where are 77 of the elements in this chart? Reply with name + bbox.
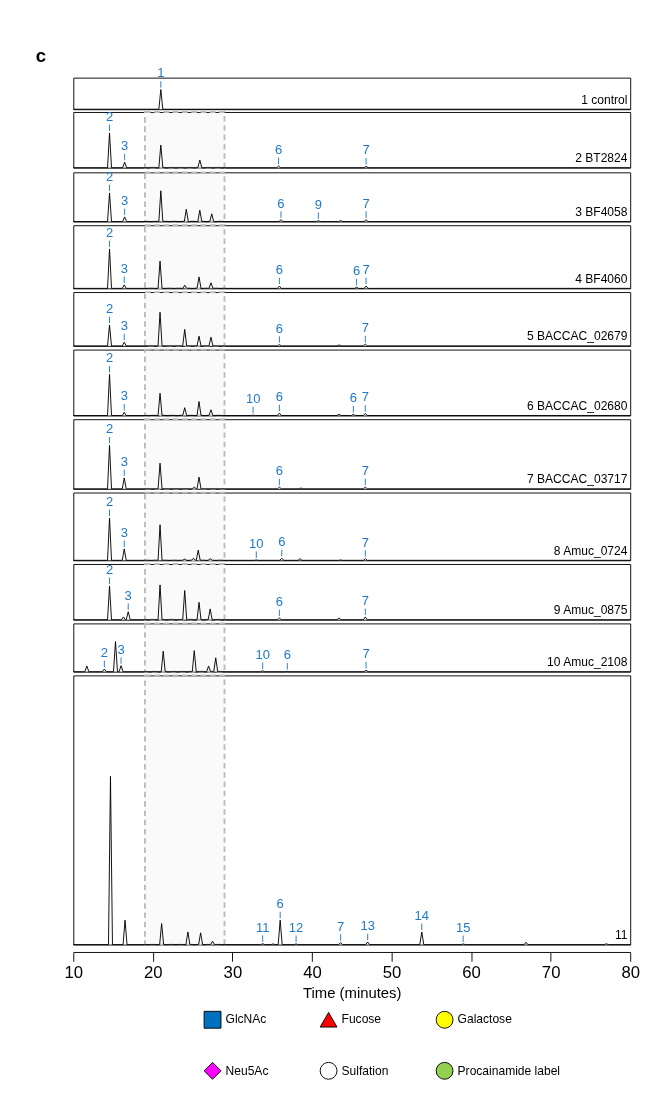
annotation: 9 <box>314 196 322 212</box>
annotation: 2 <box>105 224 114 240</box>
annotation: 10 <box>245 391 261 407</box>
annotation: 7 <box>361 320 369 336</box>
series-label: 10 Amuc_2108 <box>547 655 628 670</box>
legend-label: Procainamide label <box>457 1063 561 1078</box>
annotation: 7 <box>362 646 370 662</box>
annotation: 2 <box>105 168 114 184</box>
annotation: 3 <box>120 260 128 276</box>
annotation: 6 <box>276 896 284 912</box>
annotation: 7 <box>361 592 369 608</box>
annotation: 2 <box>105 108 114 124</box>
series-label: 3 BF4058 <box>575 204 628 219</box>
annotation: 6 <box>275 320 283 336</box>
annotation: 14 <box>414 907 430 923</box>
annotation: 3 <box>120 453 128 469</box>
annotation: 2 <box>105 350 114 366</box>
x-tick-label: 70 <box>541 963 561 983</box>
annotation: 6 <box>275 463 283 479</box>
annotation: 3 <box>120 388 128 404</box>
annotation: 6 <box>274 141 283 157</box>
annotation: 15 <box>455 919 471 935</box>
annotation: 3 <box>120 318 128 334</box>
x-tick-label: 30 <box>223 963 243 983</box>
legend-label: Sulfation <box>341 1063 389 1078</box>
x-tick-label: 80 <box>621 963 640 983</box>
annotation: 6 <box>278 534 286 550</box>
annotation: 6 <box>349 390 357 406</box>
annotation: 3 <box>124 587 132 603</box>
annotation: 7 <box>362 142 370 158</box>
annotation: 1 <box>157 65 165 81</box>
annotation: 2 <box>105 493 114 509</box>
annotation: 10 <box>249 535 264 551</box>
annotation: 6 <box>275 261 283 277</box>
annotation: 6 <box>275 388 283 404</box>
series-label: 8 Amuc_0724 <box>553 543 628 558</box>
series-label: 7 BACCAC_03717 <box>526 472 628 487</box>
annotation: 6 <box>283 647 291 663</box>
annotation: 6 <box>275 593 283 609</box>
x-tick-label: 40 <box>303 963 322 983</box>
annotation: 7 <box>361 463 369 479</box>
annotation: 6 <box>277 195 285 211</box>
annotation: 3 <box>121 192 129 208</box>
series-label: 2 BT2824 <box>575 151 628 166</box>
series-label: 1 control <box>581 92 628 107</box>
annotation: 2 <box>105 421 114 437</box>
annotation: 13 <box>360 918 375 933</box>
annotation: 2 <box>100 644 108 660</box>
series-label: 9 Amuc_0875 <box>553 603 628 618</box>
annotation: 11 <box>255 919 270 935</box>
legend-label: Neu5Ac <box>225 1063 269 1078</box>
annotation: 2 <box>105 561 114 577</box>
annotation: 12 <box>288 919 304 935</box>
annotation: 7 <box>361 534 369 550</box>
series-label: 11 <box>614 928 628 943</box>
annotation: 7 <box>362 261 370 277</box>
series-label: 4 BF4060 <box>575 271 628 286</box>
x-axis-title: Time (minutes) <box>303 984 402 1001</box>
legend-label: Galactose <box>457 1012 513 1027</box>
series-label: 6 BACCAC_02680 <box>526 398 628 413</box>
annotation: 7 <box>337 918 345 934</box>
annotation: 3 <box>117 641 125 657</box>
chart-title: c <box>35 44 47 66</box>
x-tick-label: 20 <box>144 963 163 983</box>
legend-label: Fucose <box>341 1012 382 1027</box>
annotation: 7 <box>362 195 370 211</box>
annotation: 7 <box>361 389 369 405</box>
annotation: 6 <box>352 263 361 279</box>
x-tick-label: 50 <box>382 963 402 983</box>
annotation: 10 <box>255 646 270 662</box>
x-tick-label: 60 <box>462 963 481 983</box>
x-tick-label: 10 <box>64 963 84 983</box>
annotation: 2 <box>105 300 114 316</box>
annotation: 3 <box>120 524 128 540</box>
annotation: 3 <box>121 138 129 154</box>
legend-label: GlcNAc <box>225 1012 267 1027</box>
series-label: 5 BACCAC_02679 <box>526 329 628 344</box>
